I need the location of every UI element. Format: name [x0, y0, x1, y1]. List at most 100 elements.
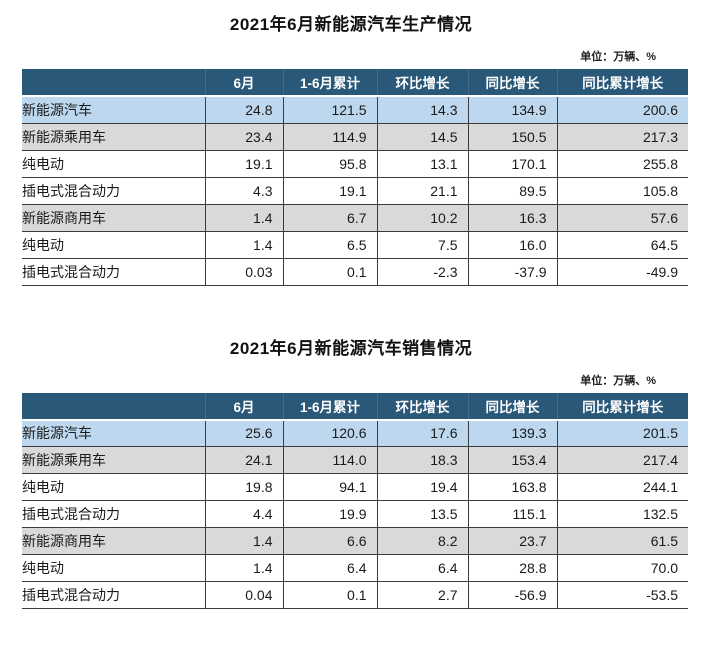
- data-cell: 200.6: [556, 96, 688, 124]
- row-label: 纯电动: [22, 150, 205, 178]
- data-cell: 95.8: [282, 150, 377, 178]
- data-cell: -2.3: [376, 258, 468, 286]
- data-cell: 16.3: [467, 204, 557, 232]
- data-cell: 25.6: [204, 419, 283, 447]
- column-header-yoy-growth: 同比增长: [467, 392, 557, 421]
- sales-table-title: 2021年6月新能源汽车销售情况: [229, 338, 473, 358]
- data-cell: 8.2: [376, 527, 468, 555]
- data-cell: 6.6: [282, 527, 377, 555]
- data-cell: 14.5: [376, 123, 468, 151]
- data-cell: 28.8: [467, 554, 557, 582]
- column-header-yoy-cum-growth: 同比累计增长: [556, 392, 688, 421]
- data-cell: 57.6: [556, 204, 688, 232]
- data-cell: -56.9: [467, 581, 557, 609]
- data-cell: 94.1: [282, 473, 377, 501]
- data-cell: 115.1: [467, 500, 557, 528]
- table-row: 纯电动 19.8 94.1 19.4 163.8 244.1: [22, 473, 688, 501]
- table-header-row: 6月 1-6月累计 环比增长 同比增长 同比累计增长: [22, 392, 688, 421]
- row-label: 纯电动: [22, 554, 205, 582]
- data-cell: 13.1: [376, 150, 468, 178]
- data-cell: 10.2: [376, 204, 468, 232]
- data-cell: 21.1: [376, 177, 468, 205]
- data-cell: 13.5: [376, 500, 468, 528]
- data-cell: 14.3: [376, 96, 468, 124]
- data-cell: 170.1: [467, 150, 557, 178]
- production-table-title: 2021年6月新能源汽车生产情况: [229, 15, 473, 34]
- table-row: 新能源乘用车 23.4 114.9 14.5 150.5 217.3: [22, 123, 688, 151]
- data-cell: 6.4: [282, 554, 377, 582]
- data-cell: 19.1: [282, 177, 377, 205]
- data-cell: 244.1: [556, 473, 688, 501]
- data-cell: 217.3: [556, 123, 688, 151]
- row-label: 插电式混合动力: [22, 500, 205, 528]
- data-cell: 150.5: [467, 123, 557, 151]
- data-cell: 0.04: [204, 581, 283, 609]
- sales-unit-note: 单位：万辆、%: [580, 374, 656, 387]
- data-cell: 1.4: [204, 204, 283, 232]
- data-cell: 18.3: [376, 446, 468, 474]
- table-row: 新能源汽车 25.6 120.6 17.6 139.3 201.5: [22, 419, 688, 447]
- table-row: 新能源商用车 1.4 6.6 8.2 23.7 61.5: [22, 527, 688, 555]
- column-header-yoy-cum-growth: 同比累计增长: [556, 69, 688, 97]
- data-cell: 19.1: [204, 150, 283, 178]
- row-label: 插电式混合动力: [22, 258, 205, 286]
- data-cell: 217.4: [556, 446, 688, 474]
- data-cell: 19.4: [376, 473, 468, 501]
- column-header-mom-growth: 环比增长: [376, 392, 468, 421]
- row-label: 新能源汽车: [22, 96, 205, 124]
- column-header-yoy-growth: 同比增长: [467, 69, 557, 97]
- row-label: 纯电动: [22, 473, 205, 501]
- column-header-ytd: 1-6月累计: [282, 69, 377, 97]
- data-cell: 17.6: [376, 419, 468, 447]
- column-header-june: 6月: [204, 69, 283, 97]
- data-cell: 4.4: [204, 500, 283, 528]
- data-cell: 134.9: [467, 96, 557, 124]
- data-cell: 19.8: [204, 473, 283, 501]
- data-cell: 24.8: [204, 96, 283, 124]
- sales-table-section: 2021年6月新能源汽车销售情况 单位：万辆、% 6月 1-6月累计 环比增长 …: [0, 337, 702, 609]
- table-row: 插电式混合动力 0.03 0.1 -2.3 -37.9 -49.9: [22, 258, 688, 286]
- data-cell: 61.5: [556, 527, 688, 555]
- data-cell: 2.7: [376, 581, 468, 609]
- table-row: 新能源商用车 1.4 6.7 10.2 16.3 57.6: [22, 204, 688, 232]
- column-header-mom-growth: 环比增长: [376, 69, 468, 97]
- data-cell: 19.9: [282, 500, 377, 528]
- row-label: 插电式混合动力: [22, 177, 205, 205]
- data-cell: 132.5: [556, 500, 688, 528]
- sales-data-table: 6月 1-6月累计 环比增长 同比增长 同比累计增长 新能源汽车 25.6 12…: [22, 392, 688, 609]
- table-row: 纯电动 19.1 95.8 13.1 170.1 255.8: [22, 150, 688, 178]
- data-cell: 23.4: [204, 123, 283, 151]
- data-cell: 120.6: [282, 419, 377, 447]
- data-cell: 0.1: [282, 581, 377, 609]
- data-cell: 121.5: [282, 96, 377, 124]
- data-cell: 1.4: [204, 554, 283, 582]
- table-row: 纯电动 1.4 6.4 6.4 28.8 70.0: [22, 554, 688, 582]
- production-unit-note: 单位：万辆、%: [580, 51, 656, 63]
- data-cell: 16.0: [467, 231, 557, 259]
- table-row: 新能源汽车 24.8 121.5 14.3 134.9 200.6: [22, 96, 688, 124]
- data-cell: 6.5: [282, 231, 377, 259]
- data-cell: 23.7: [467, 527, 557, 555]
- row-label: 纯电动: [22, 231, 205, 259]
- data-cell: 163.8: [467, 473, 557, 501]
- data-cell: -37.9: [467, 258, 557, 286]
- table-row: 插电式混合动力 0.04 0.1 2.7 -56.9 -53.5: [22, 581, 688, 609]
- data-cell: 105.8: [556, 177, 688, 205]
- row-label: 新能源商用车: [22, 527, 205, 555]
- data-cell: 114.0: [282, 446, 377, 474]
- table-header-row: 6月 1-6月累计 环比增长 同比增长 同比累计增长: [22, 69, 688, 97]
- data-cell: 139.3: [467, 419, 557, 447]
- data-cell: 64.5: [556, 231, 688, 259]
- data-cell: 1.4: [204, 231, 283, 259]
- data-cell: 0.1: [282, 258, 377, 286]
- data-cell: 4.3: [204, 177, 283, 205]
- row-label: 新能源乘用车: [22, 123, 205, 151]
- data-cell: 0.03: [204, 258, 283, 286]
- table-row: 纯电动 1.4 6.5 7.5 16.0 64.5: [22, 231, 688, 259]
- column-header-blank: [22, 69, 205, 97]
- data-cell: -49.9: [556, 258, 688, 286]
- production-data-table: 6月 1-6月累计 环比增长 同比增长 同比累计增长 新能源汽车 24.8 12…: [22, 69, 688, 286]
- row-label: 新能源商用车: [22, 204, 205, 232]
- data-cell: 6.7: [282, 204, 377, 232]
